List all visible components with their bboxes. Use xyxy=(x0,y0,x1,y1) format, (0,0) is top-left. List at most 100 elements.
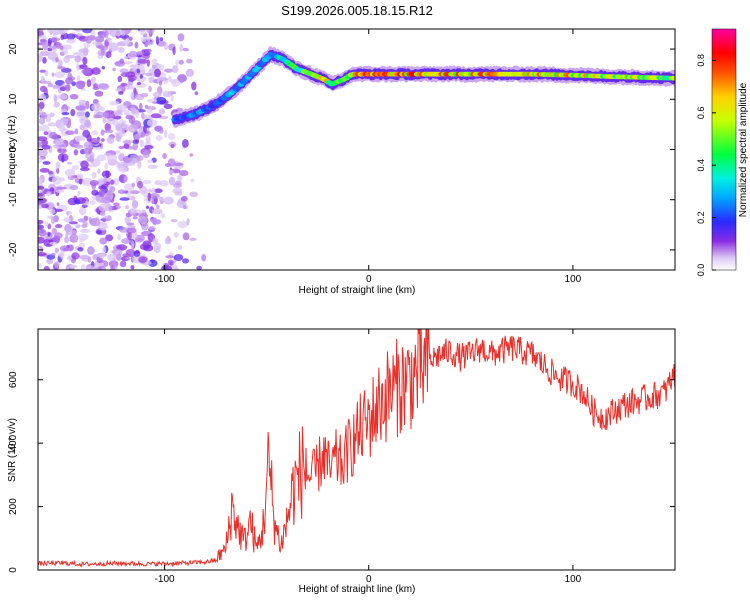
noise-blob xyxy=(76,75,81,82)
noise-blob xyxy=(54,79,65,86)
x-tick-label: 100 xyxy=(565,274,582,285)
noise-blob xyxy=(179,44,184,52)
noise-blob xyxy=(138,216,148,225)
noise-blob xyxy=(74,55,82,63)
noise-blob xyxy=(154,180,162,186)
noise-blob xyxy=(54,71,66,78)
noise-blob xyxy=(152,64,157,69)
noise-blob xyxy=(173,162,184,167)
noise-blob xyxy=(143,244,154,252)
noise-blob xyxy=(112,67,116,72)
colorbar-label: Normalized spectral amplitude xyxy=(738,82,749,217)
noise-blob xyxy=(170,143,175,149)
noise-blob xyxy=(131,240,135,249)
noise-blob xyxy=(73,149,79,156)
x-tick-label: 0 xyxy=(366,274,372,285)
noise-blob xyxy=(144,145,154,150)
noise-blob xyxy=(119,197,130,201)
noise-blob xyxy=(46,191,52,197)
noise-blob xyxy=(148,259,158,267)
noise-blob xyxy=(151,208,163,215)
noise-blob xyxy=(160,213,166,219)
noise-blob xyxy=(168,133,176,140)
noise-blob xyxy=(189,237,197,241)
noise-blob xyxy=(74,144,84,149)
noise-blob xyxy=(64,55,71,59)
noise-blob xyxy=(147,164,158,170)
noise-blob xyxy=(158,80,163,86)
noise-blob xyxy=(128,115,136,124)
noise-blob xyxy=(86,79,92,88)
noise-blob xyxy=(117,46,125,53)
noise-blob xyxy=(163,196,174,205)
noise-blob xyxy=(51,176,63,185)
noise-blob xyxy=(103,176,107,185)
noise-blob xyxy=(132,139,139,144)
noise-blob xyxy=(164,129,168,139)
noise-blob xyxy=(95,266,106,270)
noise-blob xyxy=(104,162,109,170)
noise-blob xyxy=(139,139,145,148)
noise-blob xyxy=(155,36,159,45)
noise-blob xyxy=(39,29,44,32)
noise-blob xyxy=(177,33,185,42)
noise-blob xyxy=(70,109,76,117)
noise-blob xyxy=(118,91,124,95)
noise-blob xyxy=(75,105,86,111)
noise-blob xyxy=(40,112,48,120)
noise-blob xyxy=(137,59,149,64)
noise-blob xyxy=(66,33,76,41)
noise-blob xyxy=(38,252,47,257)
noise-blob xyxy=(47,51,58,61)
noise-blob xyxy=(38,177,42,185)
noise-blob xyxy=(38,224,44,230)
noise-blob xyxy=(165,255,175,259)
noise-blob xyxy=(154,68,161,78)
noise-blob xyxy=(196,265,202,270)
noise-blob xyxy=(168,176,176,186)
noise-blob xyxy=(190,178,195,183)
noise-blob xyxy=(123,143,130,150)
noise-blob xyxy=(81,224,88,228)
noise-blob xyxy=(94,90,104,97)
noise-blob xyxy=(83,147,93,155)
noise-blob xyxy=(56,186,67,190)
colorbar-ticks: 0.0 0.2 0.4 0.6 0.8 xyxy=(696,54,716,276)
noise-blob xyxy=(56,29,67,35)
colorbar-tick-label: 0.4 xyxy=(696,159,706,172)
noise-blob xyxy=(152,237,158,245)
noise-blob xyxy=(47,223,52,230)
noise-blob xyxy=(100,129,105,136)
noise-blob xyxy=(82,29,93,34)
noise-blob xyxy=(116,161,121,169)
y-tick-label: -10 xyxy=(8,192,19,207)
noise-blob xyxy=(164,43,168,51)
noise-blob xyxy=(182,205,187,209)
noise-blob xyxy=(55,161,61,169)
noise-blob xyxy=(154,188,163,193)
noise-blob xyxy=(110,179,115,185)
noise-blob xyxy=(136,68,140,74)
noise-blob xyxy=(140,131,146,138)
spectrogram-y-ticks: -20 -10 0 10 20 xyxy=(8,43,675,257)
noise-blob xyxy=(115,109,123,117)
noise-blob xyxy=(50,216,56,225)
noise-blob xyxy=(201,254,207,262)
noise-blob xyxy=(104,152,112,157)
noise-blob xyxy=(42,161,51,165)
noise-blob xyxy=(189,153,194,157)
noise-blob xyxy=(75,135,86,141)
noise-blob xyxy=(117,189,126,194)
spectrogram-x-ticks: -100 0 100 xyxy=(155,29,582,285)
noise-blob xyxy=(88,247,96,254)
noise-blob xyxy=(107,253,118,262)
noise-blob xyxy=(117,234,122,241)
noise-blob xyxy=(51,72,55,77)
noise-blob xyxy=(144,72,153,77)
noise-blob xyxy=(80,160,89,169)
noise-blob xyxy=(79,228,90,234)
noise-blob xyxy=(189,191,199,198)
noise-blob xyxy=(74,128,79,135)
noise-blob xyxy=(87,35,96,41)
noise-blob xyxy=(96,101,100,109)
